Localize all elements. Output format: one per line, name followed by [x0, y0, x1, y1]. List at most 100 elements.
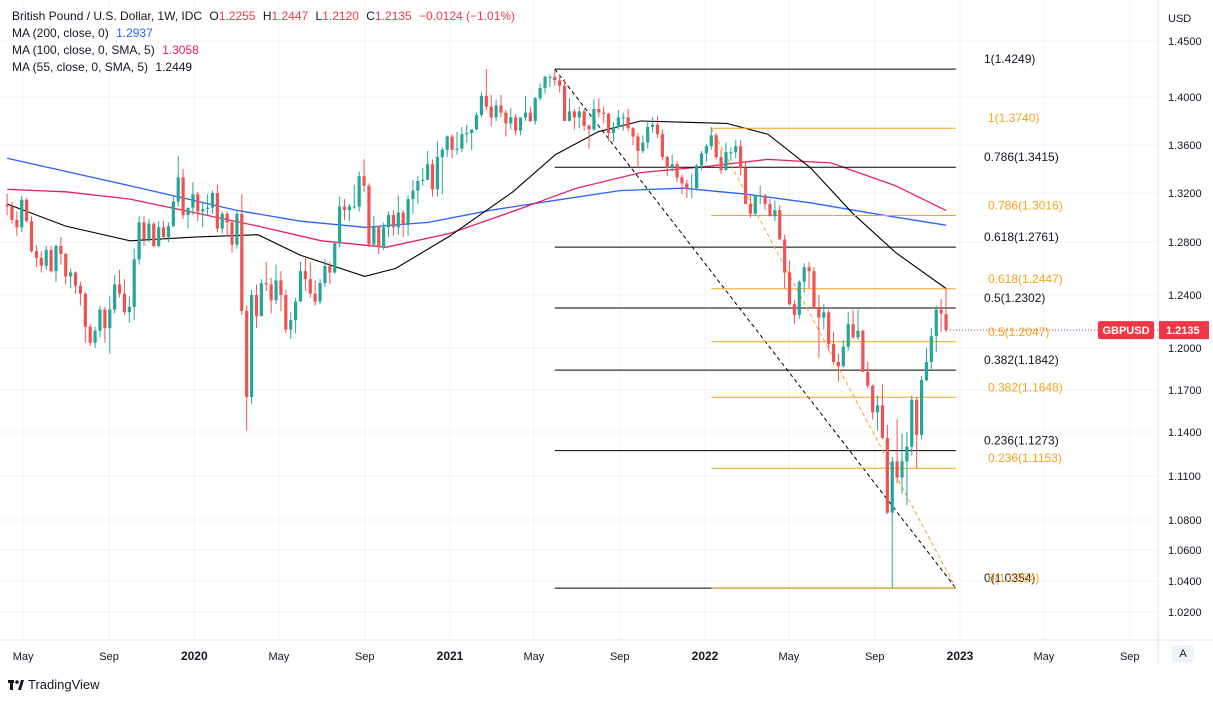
auto-scale-button[interactable]: A — [1172, 645, 1194, 663]
candle-body — [641, 142, 645, 151]
candle-body — [34, 251, 39, 258]
candle-body — [924, 362, 929, 381]
candle-body — [49, 249, 53, 272]
candle-body — [450, 136, 454, 150]
candle-body — [944, 314, 948, 331]
y-tick-label: 1.4000 — [1168, 92, 1202, 104]
high-value: 1.2447 — [271, 9, 309, 23]
candle-body — [939, 309, 943, 314]
candle-body — [646, 127, 650, 143]
candle-body — [440, 149, 444, 157]
fib-orange-level-label: 0.786(1.3016) — [988, 199, 1063, 213]
candle-body — [132, 259, 136, 307]
candle-body — [152, 223, 156, 246]
candle-body — [739, 146, 743, 168]
x-tick-label: 2022 — [692, 649, 719, 663]
candle-body — [655, 124, 660, 135]
candle-body — [729, 152, 733, 154]
candle-body — [719, 157, 723, 171]
candle-body — [225, 213, 229, 223]
candle-body — [220, 213, 224, 229]
candle-body — [518, 117, 523, 131]
candle-body — [905, 446, 909, 462]
candle-body — [210, 193, 215, 208]
legend-ma200-row[interactable]: MA (200, close, 0) 1.2937 — [12, 25, 515, 42]
candle-body — [249, 295, 254, 397]
x-tick-label: Sep — [1120, 651, 1140, 663]
candle-body — [83, 293, 87, 327]
candle-body — [919, 380, 924, 435]
tradingview-logo[interactable]: TradingView — [8, 677, 100, 692]
fib-orange-level-label: 0.236(1.1153) — [988, 451, 1062, 465]
x-tick-label: Sep — [610, 651, 630, 663]
candle-body — [856, 330, 860, 338]
candle-body — [430, 164, 435, 190]
candle-body — [455, 148, 459, 150]
candle-body — [660, 134, 664, 157]
candle-body — [318, 283, 322, 302]
ma100-line — [7, 158, 947, 248]
candle-body — [191, 194, 195, 208]
legend-ma100-row[interactable]: MA (100, close, 0, SMA, 5) 1.3058 — [12, 42, 515, 59]
candle-body — [470, 129, 474, 133]
candle-body — [851, 324, 855, 338]
candle-body — [122, 293, 127, 313]
candle-body — [724, 152, 728, 171]
candle-body — [29, 221, 34, 252]
x-tick-label: May — [268, 651, 289, 663]
candle-body — [176, 177, 180, 202]
candle-body — [421, 179, 425, 181]
candle-body — [474, 115, 479, 130]
fib-black-trend-line — [554, 68, 957, 589]
candle-body — [621, 117, 625, 119]
candle-body — [171, 201, 175, 227]
candle-body — [861, 330, 865, 372]
candle-body — [137, 222, 141, 260]
candle-body — [269, 284, 273, 301]
candle-body — [108, 309, 112, 329]
candle-body — [196, 194, 200, 212]
fibonacci-retracements: 1(1.4249) 0.786(1.3415) 0.618(1.2761) 0.5(1… — [554, 52, 1063, 589]
ma55-label: MA (55, close, 0, SMA, 5) — [12, 60, 149, 74]
candle-body — [528, 112, 532, 121]
candle-body — [157, 227, 161, 246]
candle-body — [186, 207, 190, 216]
candle-body — [230, 222, 234, 245]
candle-body — [841, 346, 845, 367]
legend-ma55-row[interactable]: MA (55, close, 0, SMA, 5) 1.2449 — [12, 59, 515, 76]
fib-black-level-label: 1(1.4249) — [984, 52, 1035, 66]
brand-name: TradingView — [28, 677, 100, 692]
fib-black-level-label: 0.786(1.3415) — [984, 150, 1059, 164]
candle-body — [626, 117, 630, 129]
candle-body — [792, 304, 797, 315]
fib-orange-level-label: 0.618(1.2447) — [988, 272, 1063, 286]
candle-body — [39, 257, 43, 266]
last-price-label: 1.2135 — [1166, 325, 1200, 337]
candle-body — [357, 176, 361, 207]
candle-body — [670, 164, 674, 168]
candle-body — [205, 207, 210, 209]
candle-body — [391, 215, 396, 228]
candle-body — [548, 76, 552, 78]
candle-body — [69, 272, 73, 277]
candle-body — [117, 284, 122, 294]
axes: USD 1.4500 1.4000 1.3600 1.3200 1.2800 1.2400 1… — [0, 0, 1213, 664]
ma200-label: MA (200, close, 0) — [12, 26, 109, 40]
candle-body — [382, 227, 386, 248]
candle-body — [298, 271, 303, 302]
ma100-value: 1.3058 — [162, 43, 199, 57]
candle-body — [773, 210, 777, 217]
candle-body — [680, 177, 684, 184]
candle-body — [895, 461, 899, 478]
candle-body — [871, 385, 875, 413]
candle-body — [748, 204, 753, 214]
candle-body — [827, 312, 831, 345]
candle-body — [934, 309, 938, 337]
candle-body — [753, 195, 757, 214]
candle-body — [367, 185, 371, 245]
candle-body — [181, 177, 185, 216]
candle-body — [445, 136, 449, 150]
candle-body — [606, 113, 611, 133]
